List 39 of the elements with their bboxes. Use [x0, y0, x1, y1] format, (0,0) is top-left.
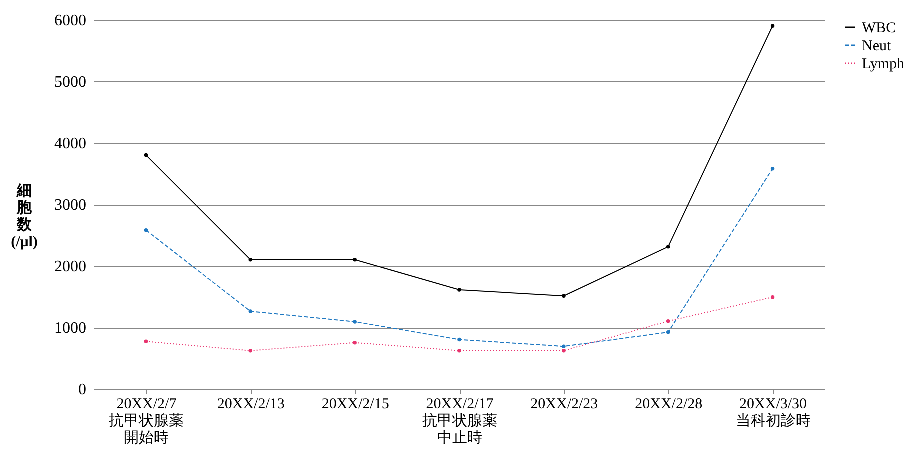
- x-tick-label: 20XX/2/15: [322, 396, 390, 412]
- y-tick-label: 2000: [54, 258, 86, 276]
- point: [353, 341, 357, 345]
- point: [458, 349, 462, 353]
- y-axis-title: 細胞数(/μl): [11, 182, 38, 250]
- point: [144, 228, 148, 232]
- point: [666, 245, 670, 249]
- y-tick-label: 4000: [54, 136, 86, 152]
- point: [144, 340, 148, 344]
- y-tick-label: 5000: [54, 74, 86, 91]
- point: [248, 349, 253, 353]
- point: [353, 258, 357, 262]
- x-tick-label: 20XX/2/28: [635, 396, 703, 412]
- point: [562, 344, 566, 348]
- point: [458, 338, 462, 342]
- point: [353, 320, 357, 324]
- legend-label: Lymph: [862, 56, 905, 72]
- y-tick-label: 0: [78, 382, 86, 398]
- y-tick-label: 3000: [54, 197, 86, 214]
- point: [562, 294, 566, 298]
- x-tick-label: 20XX/2/7 抗甲状腺薬開始時: [109, 396, 184, 446]
- legend-label: WBC: [862, 20, 896, 36]
- point: [770, 24, 775, 28]
- x-tick-label: 20XX/3/30 当科初診時: [736, 396, 811, 430]
- x-tick-label: 20XX/2/13: [217, 396, 285, 412]
- legend-label: Neut: [862, 38, 892, 54]
- point: [562, 349, 566, 353]
- point: [666, 319, 670, 324]
- point: [770, 296, 775, 300]
- y-tick-label: 1000: [54, 320, 86, 337]
- point: [248, 258, 253, 262]
- point: [144, 153, 148, 158]
- point: [666, 330, 670, 334]
- x-tick-label: 20XX/2/17 抗甲状腺薬中止時: [422, 396, 498, 446]
- y-tick-label: 6000: [54, 12, 86, 30]
- point: [458, 288, 462, 292]
- x-tick-label: 20XX/2/23: [530, 396, 598, 412]
- point: [770, 166, 775, 171]
- point: [248, 310, 253, 314]
